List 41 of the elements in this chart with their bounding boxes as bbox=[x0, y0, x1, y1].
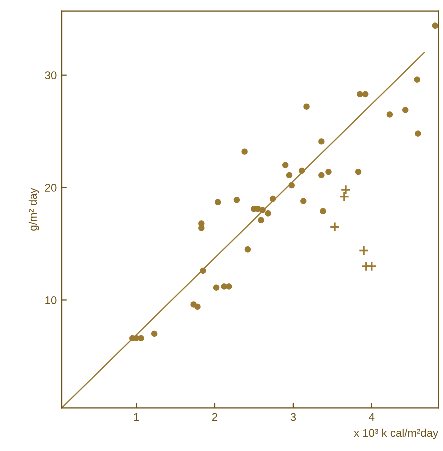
point bbox=[300, 198, 307, 204]
point bbox=[330, 222, 340, 232]
y-tick-label: 20 bbox=[45, 184, 57, 192]
point bbox=[326, 168, 332, 176]
y-axis-title: g/m² day bbox=[28, 188, 40, 231]
point bbox=[138, 335, 144, 342]
point bbox=[226, 284, 232, 290]
point bbox=[432, 22, 439, 29]
point bbox=[355, 168, 362, 176]
x-tick-label: 3 bbox=[290, 413, 296, 422]
point bbox=[242, 148, 248, 155]
point bbox=[386, 112, 394, 118]
x-axis-title: x 10³ k cal/m²day bbox=[354, 428, 439, 440]
point bbox=[339, 192, 350, 202]
point bbox=[265, 210, 272, 217]
point bbox=[258, 217, 264, 224]
point bbox=[402, 107, 409, 114]
point bbox=[151, 330, 158, 338]
x-tick-label: 1 bbox=[134, 413, 140, 422]
y-tick-label: 30 bbox=[45, 72, 57, 80]
point bbox=[234, 197, 240, 204]
x-tick-label: 4 bbox=[369, 413, 375, 422]
point bbox=[357, 91, 364, 98]
point bbox=[286, 172, 293, 179]
point bbox=[358, 246, 370, 256]
point bbox=[282, 162, 289, 168]
point bbox=[415, 130, 422, 137]
point bbox=[304, 104, 310, 110]
point bbox=[244, 246, 252, 253]
point bbox=[194, 304, 201, 310]
point bbox=[366, 261, 378, 272]
point bbox=[215, 199, 222, 206]
point bbox=[318, 172, 325, 179]
point bbox=[318, 138, 325, 145]
x-tick-label: 2 bbox=[212, 413, 218, 422]
y-tick-label: 10 bbox=[46, 296, 57, 304]
point bbox=[414, 76, 420, 83]
point bbox=[213, 284, 220, 291]
point bbox=[320, 208, 326, 215]
point bbox=[362, 91, 369, 98]
point bbox=[340, 184, 352, 196]
